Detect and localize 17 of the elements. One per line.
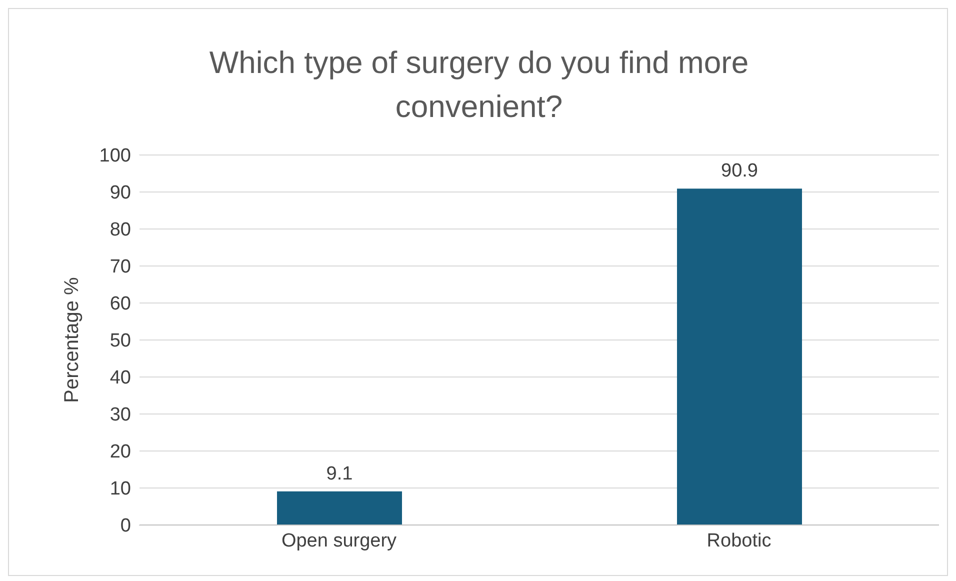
y-tick-label: 70: [110, 256, 131, 278]
y-axis-title: Percentage %: [61, 276, 84, 403]
y-tick-label: 0: [120, 516, 131, 537]
y-tick-label: 50: [110, 330, 131, 352]
y-tick-label: 100: [99, 146, 131, 167]
y-tick-label: 90: [110, 182, 131, 204]
x-tick-label: Robotic: [706, 530, 772, 552]
data-label: 9.1: [326, 463, 353, 484]
data-label: 90.9: [721, 160, 758, 182]
y-tick-label: 80: [110, 220, 131, 241]
y-tick-label: 10: [110, 478, 131, 500]
y-tick-label: 30: [110, 404, 131, 426]
y-tick-label: 20: [110, 442, 131, 463]
y-tick-label: 60: [110, 294, 131, 315]
chart-title: Which type of surgery do you find more convenient?: [208, 44, 750, 126]
y-tick-label: 40: [110, 368, 131, 389]
x-tick-label: Open surgery: [281, 530, 398, 552]
